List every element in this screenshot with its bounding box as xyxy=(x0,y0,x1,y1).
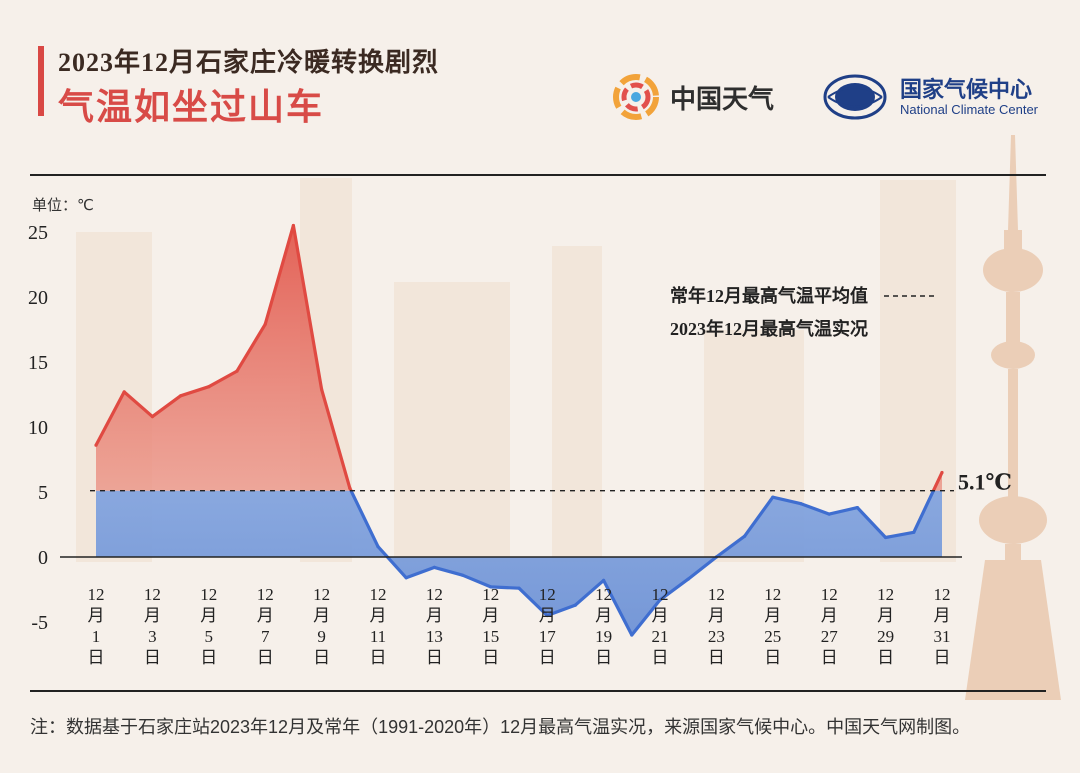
subtitle: 气温如坐过山车 xyxy=(58,87,325,127)
data-point-day-24 xyxy=(743,534,747,538)
x-tick-label: 12 月 7 日 xyxy=(257,585,274,667)
data-point-day-30 xyxy=(912,530,916,534)
data-point-day-26 xyxy=(799,502,803,506)
weather-china-name: 中国天气 xyxy=(670,83,775,114)
unit-label: 单位：℃ xyxy=(32,197,94,214)
x-tick-label: 12 月 25 日 xyxy=(764,585,781,667)
legend-label-normal: 常年12月最高气温平均值 xyxy=(670,285,868,306)
data-point-day-17 xyxy=(545,613,549,618)
x-tick-label: 12 月 21 日 xyxy=(652,585,669,667)
y-tick-label: 20 xyxy=(28,287,48,309)
data-point-day-13 xyxy=(432,565,436,570)
annotation-normal-value: 5.1℃ xyxy=(958,470,1012,495)
data-point-day-2 xyxy=(122,390,126,394)
title-accent-bar xyxy=(38,46,44,116)
x-tick-label: 12 月 1 日 xyxy=(88,585,105,667)
data-point-day-15 xyxy=(489,585,493,589)
x-tick-label: 12 月 31 日 xyxy=(934,585,951,667)
data-point-day-4 xyxy=(179,394,183,398)
data-point-day-8 xyxy=(291,223,295,228)
ncc-emblem-icon xyxy=(823,74,887,120)
data-point-day-6 xyxy=(235,369,239,373)
data-point-day-21 xyxy=(658,598,662,602)
x-tick-label: 12 月 19 日 xyxy=(595,585,612,667)
data-point-day-28 xyxy=(855,506,860,510)
y-tick-label: 10 xyxy=(28,417,48,439)
x-tick-label: 12 月 13 日 xyxy=(426,585,443,667)
data-point-day-27 xyxy=(827,512,831,516)
x-tick-label: 12 月 3 日 xyxy=(144,585,161,667)
cool-area xyxy=(96,490,942,635)
x-tick-label: 12 月 9 日 xyxy=(313,585,330,667)
ncc-name-cn: 国家气候中心 xyxy=(900,76,1033,102)
data-point-day-12 xyxy=(404,576,408,580)
y-tick-label: -5 xyxy=(31,612,48,634)
ncc-name-en: National Climate Center xyxy=(900,102,1039,118)
data-point-day-14 xyxy=(461,573,465,577)
data-point-day-19 xyxy=(602,578,606,583)
data-point-day-1 xyxy=(94,443,98,447)
data-point-day-22 xyxy=(686,577,690,581)
data-point-day-5 xyxy=(207,385,211,389)
bottom-divider xyxy=(30,690,1046,692)
data-point-day-3 xyxy=(150,415,154,419)
y-tick-label: 25 xyxy=(28,222,48,244)
x-tick-label: 12 月 27 日 xyxy=(821,585,839,667)
data-point-day-16 xyxy=(517,586,521,590)
weather-china-icon xyxy=(613,74,659,120)
data-point-day-20 xyxy=(630,633,634,637)
ncc-logo: 国家气候中心 National Climate Center xyxy=(820,70,1038,124)
title: 2023年12月石家庄冷暖转换剧烈 xyxy=(58,48,440,77)
data-point-day-18 xyxy=(573,603,578,607)
y-tick-label: 0 xyxy=(38,547,48,569)
x-tick-label: 12 月 5 日 xyxy=(200,585,217,667)
data-point-day-31 xyxy=(940,470,944,475)
warm-area xyxy=(96,225,942,491)
top-divider xyxy=(30,174,1046,176)
data-point-day-25 xyxy=(771,495,775,499)
legend-label-actual: 2023年12月最高气温实况 xyxy=(670,318,868,339)
x-tick-label: 12 月 29 日 xyxy=(877,585,894,667)
x-tick-label: 12 月 11 日 xyxy=(370,585,387,667)
data-point-day-9 xyxy=(320,387,324,391)
data-point-day-10 xyxy=(348,486,352,490)
data-point-day-11 xyxy=(376,545,380,549)
y-tick-label: 5 xyxy=(38,482,48,504)
x-tick-label: 12 月 23 日 xyxy=(708,585,725,667)
footnote: 注：数据基于石家庄站2023年12月及常年（1991-2020年）12月最高气温… xyxy=(30,717,971,737)
x-tick-label: 12 月 15 日 xyxy=(482,585,499,667)
x-tick-label: 12 月 17 日 xyxy=(539,585,557,667)
data-point-day-29 xyxy=(884,535,888,540)
y-tick-label: 15 xyxy=(28,352,48,374)
weather-china-logo: 中国天气 xyxy=(612,73,774,121)
data-point-day-7 xyxy=(263,322,267,326)
